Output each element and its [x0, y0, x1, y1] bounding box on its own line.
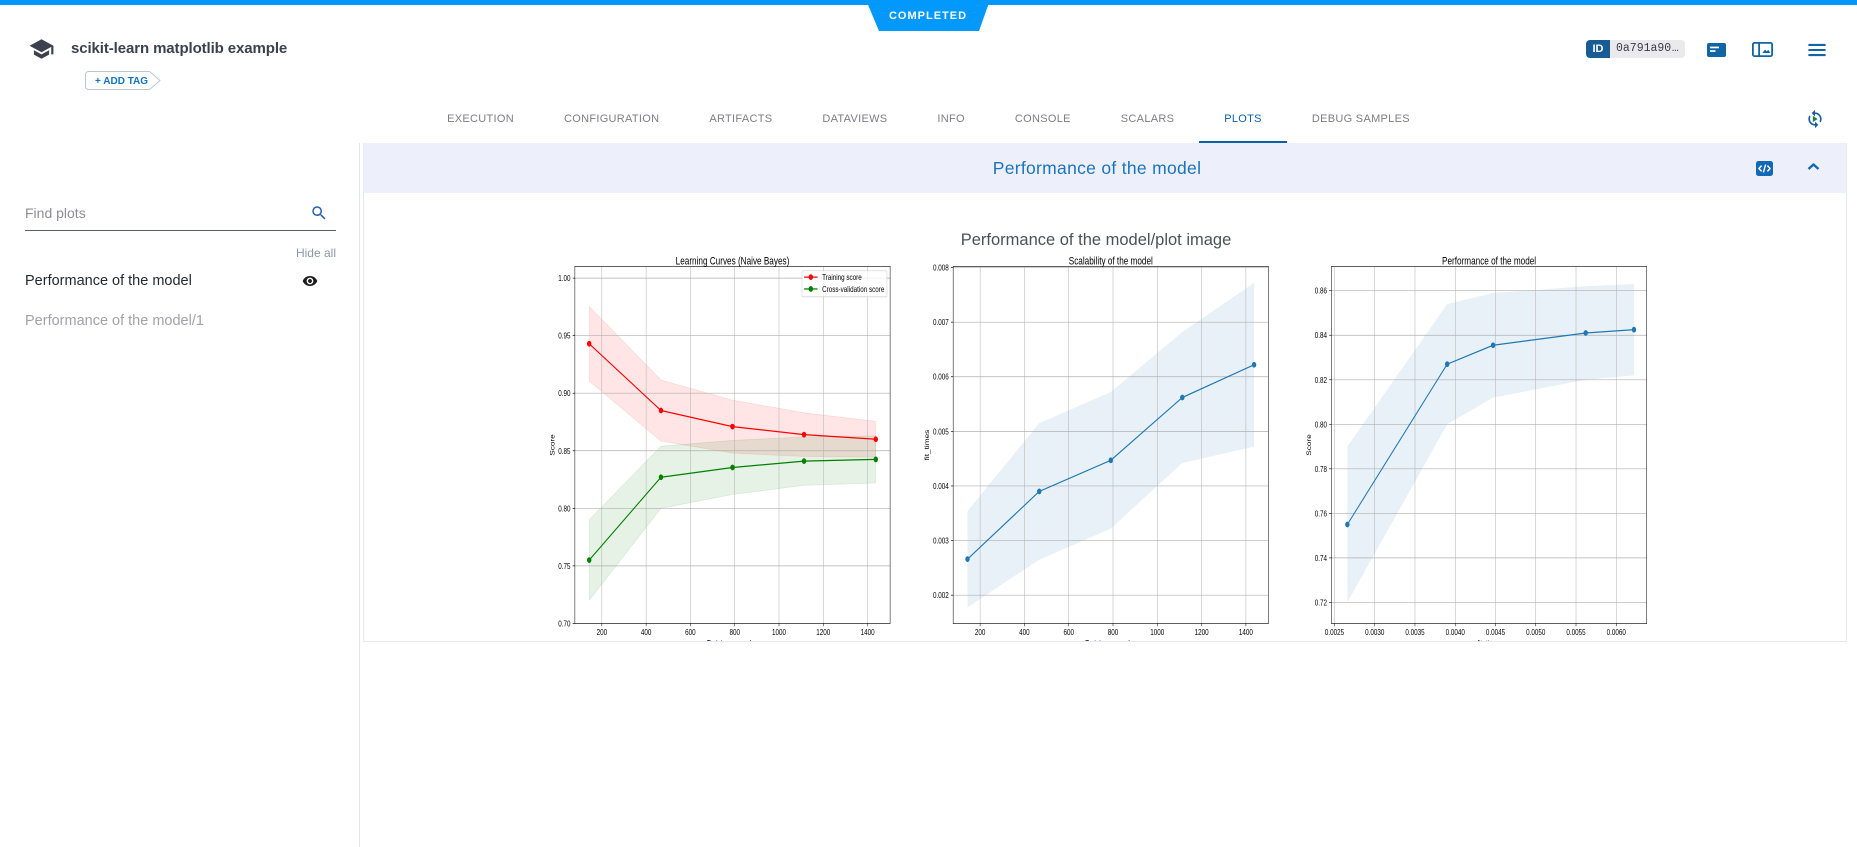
svg-text:0.0030: 0.0030: [1365, 627, 1384, 637]
svg-text:0.85: 0.85: [558, 446, 570, 456]
svg-text:600: 600: [1063, 627, 1073, 637]
svg-text:0.0035: 0.0035: [1405, 627, 1424, 637]
svg-text:0.008: 0.008: [933, 263, 949, 273]
svg-text:fit_times: fit_times: [923, 429, 931, 460]
svg-text:Score: Score: [1305, 434, 1313, 456]
svg-text:0.86: 0.86: [1314, 286, 1326, 296]
svg-text:0.82: 0.82: [1314, 375, 1326, 385]
svg-text:0.84: 0.84: [1314, 330, 1326, 340]
svg-text:0.003: 0.003: [933, 536, 949, 546]
svg-text:0.0055: 0.0055: [1566, 627, 1585, 637]
svg-text:0.0060: 0.0060: [1606, 627, 1625, 637]
svg-text:1000: 1000: [772, 627, 786, 637]
svg-text:400: 400: [640, 627, 650, 637]
svg-text:Training examples: Training examples: [707, 638, 758, 642]
svg-text:0.76: 0.76: [1314, 508, 1326, 518]
svg-text:1200: 1200: [816, 627, 830, 637]
svg-text:+ ADD TAG: + ADD TAG: [95, 76, 148, 87]
svg-text:Scalability of the model: Scalability of the model: [1068, 255, 1152, 267]
svg-text:0.0050: 0.0050: [1526, 627, 1545, 637]
svg-text:0.75: 0.75: [558, 561, 570, 571]
svg-text:0.95: 0.95: [558, 331, 570, 341]
svg-text:0.0025: 0.0025: [1324, 627, 1343, 637]
svg-text:Performance of the model: Performance of the model: [1442, 255, 1536, 267]
svg-text:1000: 1000: [1150, 627, 1164, 637]
svg-text:fit_times: fit_times: [1477, 638, 1501, 642]
svg-text:200: 200: [974, 627, 984, 637]
svg-text:200: 200: [596, 627, 606, 637]
svg-text:Training examples: Training examples: [1085, 638, 1136, 642]
svg-text:1400: 1400: [860, 627, 874, 637]
svg-text:0.0040: 0.0040: [1445, 627, 1464, 637]
svg-text:Score: Score: [548, 434, 556, 456]
svg-text:800: 800: [729, 627, 739, 637]
svg-text:Cross-validation score: Cross-validation score: [822, 284, 884, 294]
svg-text:0.78: 0.78: [1314, 464, 1326, 474]
svg-text:0.006: 0.006: [933, 372, 949, 382]
svg-text:0.004: 0.004: [933, 481, 949, 491]
svg-text:1.00: 1.00: [558, 273, 570, 283]
svg-text:0.80: 0.80: [1314, 419, 1326, 429]
svg-text:0.80: 0.80: [558, 503, 570, 513]
svg-text:0.0045: 0.0045: [1485, 627, 1504, 637]
svg-text:800: 800: [1107, 627, 1117, 637]
svg-text:0.90: 0.90: [558, 388, 570, 398]
svg-text:0.70: 0.70: [558, 618, 570, 628]
svg-text:600: 600: [685, 627, 695, 637]
svg-text:0.74: 0.74: [1314, 553, 1326, 563]
svg-text:1400: 1400: [1238, 627, 1252, 637]
svg-text:400: 400: [1019, 627, 1029, 637]
svg-text:0.002: 0.002: [933, 590, 949, 600]
svg-text:0.007: 0.007: [933, 317, 949, 327]
svg-text:0.005: 0.005: [933, 426, 949, 436]
svg-text:Training score: Training score: [822, 272, 862, 282]
svg-text:0.72: 0.72: [1314, 597, 1326, 607]
svg-text:1200: 1200: [1194, 627, 1208, 637]
svg-text:Learning Curves (Naive Bayes): Learning Curves (Naive Bayes): [675, 255, 789, 267]
